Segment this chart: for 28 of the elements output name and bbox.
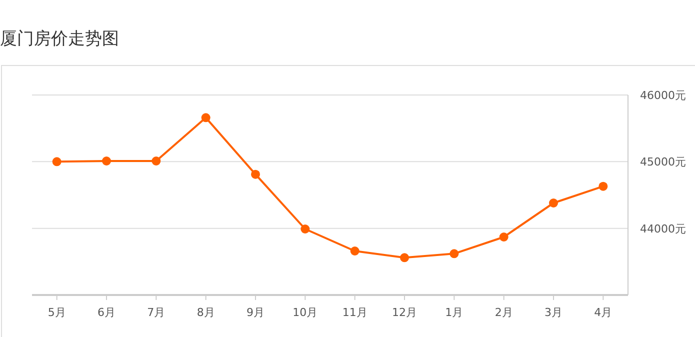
point xyxy=(102,156,111,166)
x-tick-label: 1月 xyxy=(445,306,464,319)
point xyxy=(350,246,360,256)
x-tick-label: 7月 xyxy=(147,306,166,319)
point xyxy=(300,224,310,234)
x-tick-label: 10月 xyxy=(292,306,318,319)
chart-title: 厦门房价走势图 xyxy=(0,29,119,49)
point xyxy=(598,182,608,191)
x-tick-label: 11月 xyxy=(342,306,368,319)
x-tick-label: 9月 xyxy=(246,306,264,319)
point xyxy=(251,170,260,179)
point xyxy=(499,232,508,242)
point xyxy=(400,253,409,262)
point xyxy=(52,157,62,166)
x-tick-label: 3月 xyxy=(544,306,562,319)
x-tick-label: 8月 xyxy=(196,306,215,319)
point xyxy=(152,156,161,166)
x-tick-label: 6月 xyxy=(98,306,116,319)
y-tick-label: 44000元 xyxy=(640,222,686,236)
y-tick-label: 46000元 xyxy=(640,89,686,102)
x-tick-label: 5月 xyxy=(48,306,66,319)
x-tick-label: 2月 xyxy=(494,306,513,319)
point xyxy=(450,249,459,258)
point xyxy=(549,198,558,208)
x-tick-label: 12月 xyxy=(392,306,417,319)
x-tick-label: 4月 xyxy=(594,306,612,319)
point xyxy=(201,113,210,122)
y-tick-label: 45000元 xyxy=(640,156,686,169)
